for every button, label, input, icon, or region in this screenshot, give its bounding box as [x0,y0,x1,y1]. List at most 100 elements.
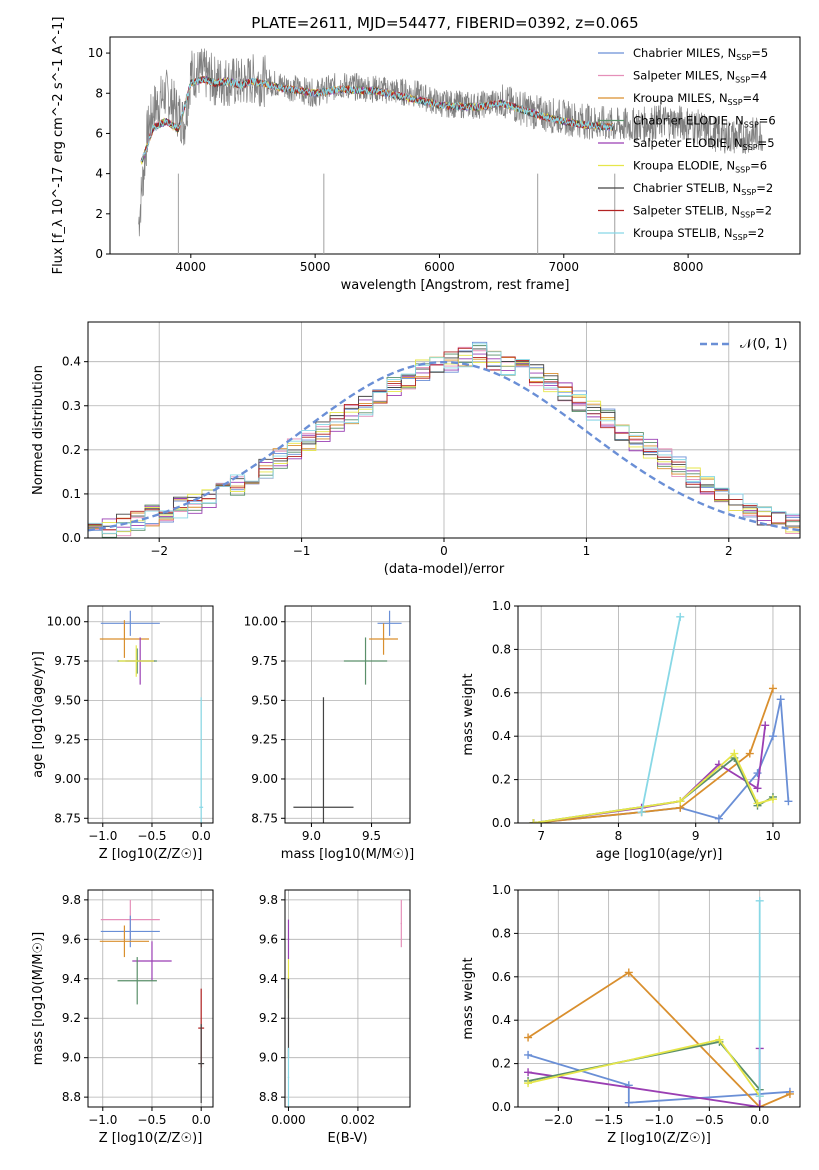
y-tick-label: 9.8 [62,893,81,907]
legend-label: Chabrier ELODIE, NSSP=6 [633,114,776,130]
x-tick-label: −1.0 [88,1113,117,1127]
histogram-plot [88,341,800,538]
x-axis-label: E(B-V) [327,1131,367,1146]
x-tick-label: −0.5 [695,1113,724,1127]
y-axis-label: Normed distribution [31,365,46,495]
axes-frame [87,889,214,1108]
x-tick-label: 0.0 [750,1113,769,1127]
x-tick-label: 8 [615,829,623,843]
series-marker [730,749,739,758]
series-marker [676,612,685,621]
errorbar-plot [99,610,204,823]
series-marker [753,784,762,793]
x-tick-label: −1.5 [594,1113,623,1127]
series-marker [768,732,777,741]
x-tick-label: 0.0 [192,1113,211,1127]
y-tick-label: 9.4 [62,972,81,986]
y-tick-label: 0.4 [62,355,81,369]
panel-mass-weight-vs-Z: −2.0 −1.5 −1.0 −0.5 0.0 0.0 0.2 0.4 0.6 0.8 1.0 Z [… [461,883,801,1146]
series-marker [755,1103,764,1107]
panel-residuals: −2 −1 0 1 2 0.0 0.1 0.2 0.3 0.4 (data-model)/error… [31,321,801,577]
y-tick-label: 0.3 [62,399,81,413]
x-tick-label: 0 [440,544,448,558]
x-tick-label: 9.5 [362,829,381,843]
x-tick-label: 7000 [549,260,580,274]
y-tick-label: 0 [95,247,103,261]
x-tick-label: −2.0 [544,1113,573,1127]
series-marker [755,1092,764,1101]
y-tick-label: 10 [88,46,103,60]
y-tick-label: 9.0 [62,1051,81,1065]
x-tick-label: 0.0 [192,829,211,843]
series-marker [529,819,538,823]
y-tick-label: 9.2 [259,1011,278,1025]
x-tick-label: −2 [150,544,168,558]
axes-frame [87,605,214,824]
y-axis-label: mass weight [461,673,476,755]
series-marker [753,799,762,808]
y-tick-label: 0.2 [492,773,511,787]
y-tick-label: 0.1 [62,487,81,501]
panel-spectrum: 4000 5000 6000 7000 8000 0 2 4 6 8 10 wavelength [A… [51,17,801,293]
y-tick-label: 1.0 [492,883,511,897]
y-tick-label: 9.2 [62,1011,81,1025]
axes-frame [284,605,411,824]
x-axis-label: Z [log10(Z/Z☉)] [607,1131,711,1146]
errorbar-plot [293,610,402,823]
y-axis-label: mass weight [461,957,476,1039]
axes-frame [284,889,411,1108]
x-tick-label: 10 [765,829,780,843]
x-tick-label: 5000 [300,260,331,274]
y-tick-label: 9.8 [259,893,278,907]
y-tick-label: 8.75 [54,811,81,825]
y-tick-label: 0.2 [492,1057,511,1071]
line-plot [529,612,793,823]
model-spectrum-line [140,76,614,162]
y-axis-label: Flux [f_λ 10^-17 erg cm^-2 s^-1 A^-1] [51,17,66,275]
y-tick-label: 9.6 [259,932,278,946]
x-tick-label: −0.5 [137,1113,166,1127]
y-tick-label: 9.50 [251,693,278,707]
series-marker [637,808,646,817]
y-tick-label: 9.75 [251,654,278,668]
legend-label: Salpeter ELODIE, NSSP=5 [633,136,775,152]
x-tick-label: 4000 [176,260,207,274]
x-tick-label: 8000 [673,260,704,274]
series-line [527,1038,761,1097]
x-tick-label: 0.002 [341,1113,375,1127]
x-tick-label: −1.0 [644,1113,673,1127]
panel-age-vs-mass: 9.0 9.5 8.75 9.00 9.25 9.50 9.75 10.00 mass [log… [244,605,414,862]
series-marker [776,695,785,704]
y-tick-label: 9.4 [259,972,278,986]
y-tick-label: 10.00 [244,615,278,629]
data-spectrum-line [138,48,763,237]
axes-frame [517,605,801,824]
x-axis-label: age [log10(age/yr)] [596,847,723,862]
y-tick-label: 0.6 [492,970,511,984]
y-tick-label: 9.25 [54,733,81,747]
series-marker [624,1098,633,1107]
gaussian-curve [88,360,800,532]
y-tick-label: 0.0 [62,531,81,545]
legend-label: Chabrier MILES, NSSP=5 [633,46,768,62]
legend-label: Salpeter MILES, NSSP=4 [633,69,767,85]
x-axis-label: wavelength [Angstrom, rest frame] [341,278,570,293]
y-tick-label: 2 [95,207,103,221]
legend-label: Chabrier STELIB, NSSP=2 [633,181,773,197]
legend-label: Kroupa ELODIE, NSSP=6 [633,159,767,175]
legend-label: Kroupa STELIB, NSSP=2 [633,226,764,242]
series-marker [745,749,754,758]
spectrum-legend: Chabrier MILES, NSSP=5 Salpeter MILES, NS… [598,46,776,242]
series-marker [761,721,770,730]
x-tick-label: 1 [583,544,591,558]
y-tick-label: 8.75 [251,811,278,825]
y-tick-label: 8.8 [259,1090,278,1104]
series-line [527,971,791,1107]
series-marker [768,795,777,804]
histogram-step [88,343,800,538]
y-axis-label: age [log10(age/yr)] [31,651,46,778]
series-line [533,756,774,823]
errorbar-plot [99,899,205,1104]
panel-age-vs-Z: −1.0 −0.5 0.0 8.75 9.00 9.25 9.50 9.75 10.00 Z [l… [31,605,214,862]
y-tick-label: 8.8 [62,1090,81,1104]
